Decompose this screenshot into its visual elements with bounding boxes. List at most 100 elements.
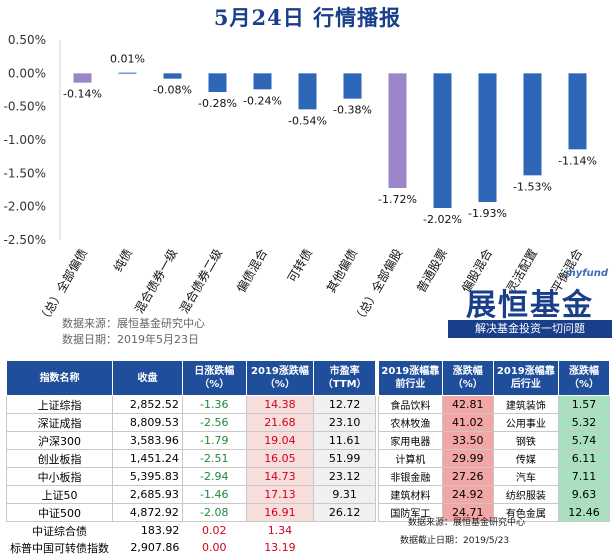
industry-table: 2019涨幅靠前行业 涨跌幅（%） 2019涨幅靠后行业 涨跌幅（%） 食品饮料… (378, 360, 611, 522)
table-row: 沪深300 3,583.96 -1.79 19.04 11.61 (5, 431, 376, 450)
index-pe: 23.10 (313, 413, 376, 432)
index-close: 4,872.92 (112, 503, 183, 522)
bar (433, 73, 452, 208)
header-top-industry: 2019涨幅靠前行业 (378, 360, 443, 396)
logo-slogan: 解决基金投资一切问题 (448, 320, 612, 338)
index-pe-empty (314, 522, 376, 540)
category-label: 偏债混合 (233, 246, 270, 295)
logo-brand: 展恒基金 (466, 288, 594, 323)
index-pe: 9.31 (313, 485, 376, 504)
index-ytd-change: 14.38 (245, 395, 315, 414)
bar (118, 72, 137, 74)
table-row: 深证成指 8,809.53 -2.56 21.68 23.10 (5, 413, 376, 432)
index-name: 深证成指 (5, 413, 114, 432)
index-day-change: -1.46 (181, 485, 247, 504)
value-label: -2.02% (423, 213, 462, 226)
table-row: 上证综指 2,852.52 -1.36 14.38 12.72 (5, 395, 376, 414)
y-axis-labels: 0.50% 0.00% -0.50% -1.00% -1.50% -2.00% -2.50% (4, 33, 46, 247)
bottom-industry: 钢铁 (492, 431, 559, 450)
header-day-change: 日涨跌幅（%） (181, 360, 247, 396)
index-name: 沪深300 (5, 431, 114, 450)
index-name: 上证综指 (5, 395, 114, 414)
index-day-change: -2.94 (181, 467, 247, 486)
index-close: 1,451.24 (112, 449, 183, 468)
y-tick-label: -2.50% (4, 233, 46, 247)
value-label: -0.14% (63, 88, 102, 101)
page-title: 5月24日 行情播报 (213, 5, 402, 30)
header-pe: 市盈率（TTM） (313, 360, 376, 396)
bottom-industry: 公用事业 (492, 413, 559, 432)
index-day-change: -1.79 (181, 431, 247, 450)
bar (253, 73, 272, 90)
bottom-industry-pct: 12.46 (557, 503, 611, 522)
bottom-industry-pct: 1.57 (557, 395, 611, 414)
brand-logo: myfund 展恒基金 解决基金投资一切问题 (448, 268, 612, 340)
bar (388, 73, 407, 188)
bottom-industry-pct: 5.32 (557, 413, 611, 432)
y-tick-label: 0.50% (8, 33, 46, 47)
fund-category-bar-chart: 0.50% 0.00% -0.50% -1.00% -1.50% -2.00% -2.50%… (4, 33, 597, 326)
category-label: （总）全部偏股 (350, 246, 405, 326)
top-industry-pct: 27.26 (441, 467, 494, 486)
category-label: 可转债 (284, 246, 315, 285)
table-row: 国防军工 24.71 有色金属 12.46 (378, 503, 611, 522)
index-close: 183.92 (140, 524, 180, 537)
y-tick-label: 0.00% (8, 66, 46, 80)
table-row: 中小板指 5,395.83 -2.94 14.73 23.12 (5, 467, 376, 486)
top-industry: 农林牧渔 (378, 413, 443, 432)
index-day-change: -2.56 (181, 413, 247, 432)
bottom-industry: 传媒 (492, 449, 559, 468)
index-ytd-change: 16.05 (245, 449, 315, 468)
value-label: -1.72% (378, 193, 417, 206)
index-pe: 11.61 (313, 431, 376, 450)
header-top-pct: 涨跌幅（%） (441, 360, 494, 396)
index-name: 中证500 (5, 503, 114, 522)
header-bottom-pct: 涨跌幅（%） (557, 360, 611, 396)
top-industry-pct: 29.99 (441, 449, 494, 468)
value-label: -0.28% (198, 97, 237, 110)
bottom-industry-pct: 5.74 (557, 431, 611, 450)
index-ytd-change: 16.91 (245, 503, 315, 522)
top-industry-pct: 41.02 (441, 413, 494, 432)
y-tick-label: -1.00% (4, 133, 46, 147)
index-name: 中证综合债 (32, 524, 88, 538)
header-bottom-industry: 2019涨幅靠后行业 (492, 360, 559, 396)
index-day-change: -2.51 (181, 449, 247, 468)
index-pe: 51.99 (313, 449, 376, 468)
index-close: 2,685.93 (112, 485, 183, 504)
top-industry: 家用电器 (378, 431, 443, 450)
y-tick-label: -2.00% (4, 200, 46, 214)
category-label: 普通股票 (414, 247, 450, 296)
y-tick-label: -0.50% (4, 100, 46, 114)
bottom-industry: 有色金属 (492, 503, 559, 522)
table-row: 食品饮料 42.81 建筑装饰 1.57 (378, 395, 611, 414)
bottom-industry: 汽车 (492, 467, 559, 486)
index-ytd-change: 14.73 (245, 467, 315, 486)
value-label: -0.24% (243, 94, 282, 107)
header-close: 收盘 (112, 360, 183, 396)
top-industry: 非银金融 (378, 467, 443, 486)
index-table: 指数名称 收盘 日涨跌幅（%） 2019涨跌幅（%） 市盈率（TTM） 上证综指… (5, 360, 376, 556)
table-row: 中证500 4,872.92 -2.08 16.91 26.12 (5, 503, 376, 522)
value-label: -1.93% (468, 207, 507, 220)
table-source: 数据来源：展恒基金研究中心 (408, 518, 526, 528)
table-row: 家用电器 33.50 钢铁 5.74 (378, 431, 611, 450)
top-industry-pct: 24.71 (441, 503, 494, 522)
header-index-name: 指数名称 (5, 360, 114, 396)
index-ytd-change: 1.34 (267, 524, 293, 537)
bottom-industry: 纺织服装 (492, 485, 559, 504)
table-row: 农林牧渔 41.02 公用事业 5.32 (378, 413, 611, 432)
category-label: 其他偏债 (323, 246, 360, 295)
bar (523, 73, 542, 176)
bar (343, 73, 362, 99)
category-label: 混合债券一级 (131, 246, 180, 316)
index-name: 中小板指 (5, 467, 114, 486)
header-ytd-change: 2019涨跌幅（%） (245, 360, 315, 396)
chart-date: 数据日期：2019年5月23日 (62, 333, 199, 346)
value-label: -1.53% (513, 180, 552, 193)
bar (568, 73, 587, 150)
bar (208, 73, 227, 92)
bar (298, 73, 317, 110)
value-label: -0.38% (333, 104, 372, 117)
bottom-industry-pct: 7.11 (557, 467, 611, 486)
